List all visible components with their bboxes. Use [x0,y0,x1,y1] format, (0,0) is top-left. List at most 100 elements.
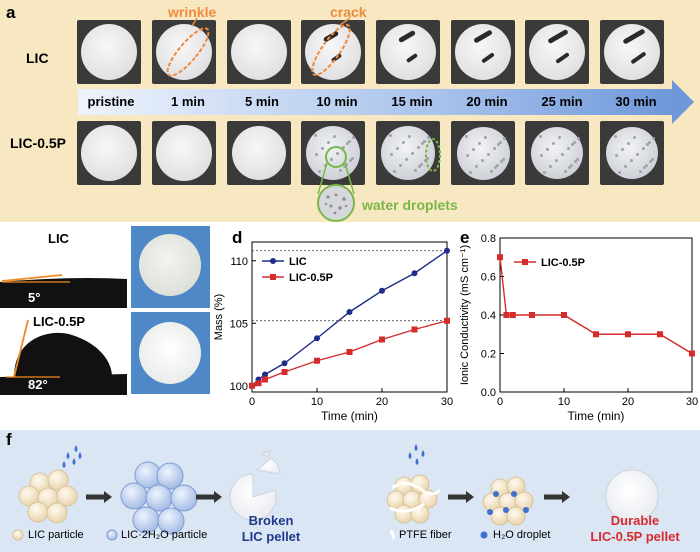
pellet-photo-lic05p-0 [77,121,141,185]
panel-b-angle: 5° [28,290,41,305]
time-label-1min: 1 min [171,94,205,109]
data-point [497,254,503,261]
time-arrow-head [672,80,694,124]
y-tick-label: 105 [230,318,248,330]
legend-ptfe-fiber: PTFE fiber [399,529,452,541]
pellet-photo-lic05p-2 [227,121,291,185]
data-point [689,350,695,357]
y-tick-label: 110 [230,256,248,268]
hydrate-particle-cluster [120,461,198,535]
panel-d-label: d [232,228,243,247]
time-arrow [78,89,672,115]
pellet-disc [456,126,510,180]
x-tick-label: 20 [622,396,634,408]
row-label-lic-05p: LIC-0.5P [10,135,67,151]
time-label-20min: 20 min [466,94,508,109]
data-point [509,312,516,318]
legend-ptfe-fiber-icon [389,529,395,540]
broken-pellet [229,449,281,521]
wrinkle-pointer [191,17,198,27]
series-line [499,257,693,355]
legend-hydrate-particle-icon [106,529,118,541]
x-tick-label: 0 [249,396,255,408]
legend-marker [270,258,276,264]
pellet-disc [231,24,287,80]
droplet-zoom-circle [317,184,355,222]
result-durable-line1: Durable [610,513,660,528]
contact-angle-drop-lic-05p [0,319,127,395]
annotation-crack: crack [330,4,367,20]
pellet-photo-lic05p-4 [376,121,440,185]
data-point [411,270,418,277]
conductivity-chart: 0 10 20 30 0.0 0.2 0.4 0.6 0.8 Time (min) Ionic Co… [459,233,698,423]
legend-lic-particle-icon [12,529,24,541]
data-point [346,349,353,355]
panel-c-angle: 82° [28,377,48,392]
data-point [411,326,418,333]
pellet-photo-lic-05p [131,312,210,394]
legend-label: LIC [289,256,307,268]
legend-h2o-droplet-icon [480,531,488,539]
y-tick-label: 0.4 [481,310,496,322]
pellet-disc [231,125,287,181]
lic-particle-cluster [18,469,78,524]
pellet-photo-lic05p-1 [152,121,216,185]
x-tick-label: 30 [686,396,698,408]
pellet-disc [81,125,137,181]
x-tick-label: 10 [558,396,570,408]
pellet-disc [81,24,137,80]
pellet-lic-photo-disc [139,234,201,296]
data-point [314,357,320,364]
legend-h2o-droplet: H₂O droplet [493,529,551,541]
pellet-disc [156,24,212,80]
wrinkle-ellipse [166,27,210,77]
pellet-photo-lic [131,226,210,308]
x-tick-label: 0 [497,396,503,408]
pellet-disc [156,125,212,181]
panel-e-label: e [460,228,470,247]
time-label-15min: 15 min [391,94,433,109]
zoom-line-right [344,162,355,195]
crack-ellipse [311,23,351,77]
water-drops-right [408,444,425,465]
y-axis-label: Mass (%) [213,294,225,340]
pellet-disc [606,127,658,179]
panel-b-title: LIC [48,231,69,246]
row-label-lic: LIC [26,50,49,66]
mass-chart: 0 10 20 30 100 105 110 Time (min) Mass (%) LIC LIC… [213,241,453,423]
y-tick-label: 100 [230,381,248,393]
data-point [281,369,288,375]
pellet-disc [381,126,435,180]
legend-label: LIC-0.5P [541,257,585,269]
result-durable-line2: LIC-0.5P pellet [590,529,680,544]
data-point [444,247,450,254]
time-label-30min: 30 min [615,94,657,109]
data-point [593,331,599,338]
y-tick-label: 0.0 [481,387,496,399]
x-axis-label: Time (min) [568,409,625,423]
droplet-highlight-ellipse [425,138,441,172]
legend-lic-particle: LIC particle [28,529,84,541]
crack-pointer [339,17,351,26]
pellet-photo-lic05p-6 [525,121,589,185]
data-point [314,335,320,342]
annotation-water-droplets: water droplets [362,197,458,213]
time-label-5min: 5 min [245,94,279,109]
data-point [444,317,450,324]
data-point [255,380,262,387]
panel-c-title: LIC-0.5P [33,314,86,329]
data-point [561,312,567,318]
data-point [262,371,268,378]
pellet-photo-lic05p-5 [451,121,515,185]
data-point [249,382,255,389]
pellet-photo-lic-4 [376,20,440,84]
contact-angle-drop-lic [0,226,127,308]
durable-pellet [605,469,659,523]
data-point [346,309,353,315]
series-line [251,250,448,387]
data-point [379,287,385,294]
pellet-lic-05p-photo-disc [139,322,201,384]
legend-label: LIC-0.5P [289,272,333,284]
data-point [529,312,535,318]
pellet-photo-lic-1 [152,20,216,84]
